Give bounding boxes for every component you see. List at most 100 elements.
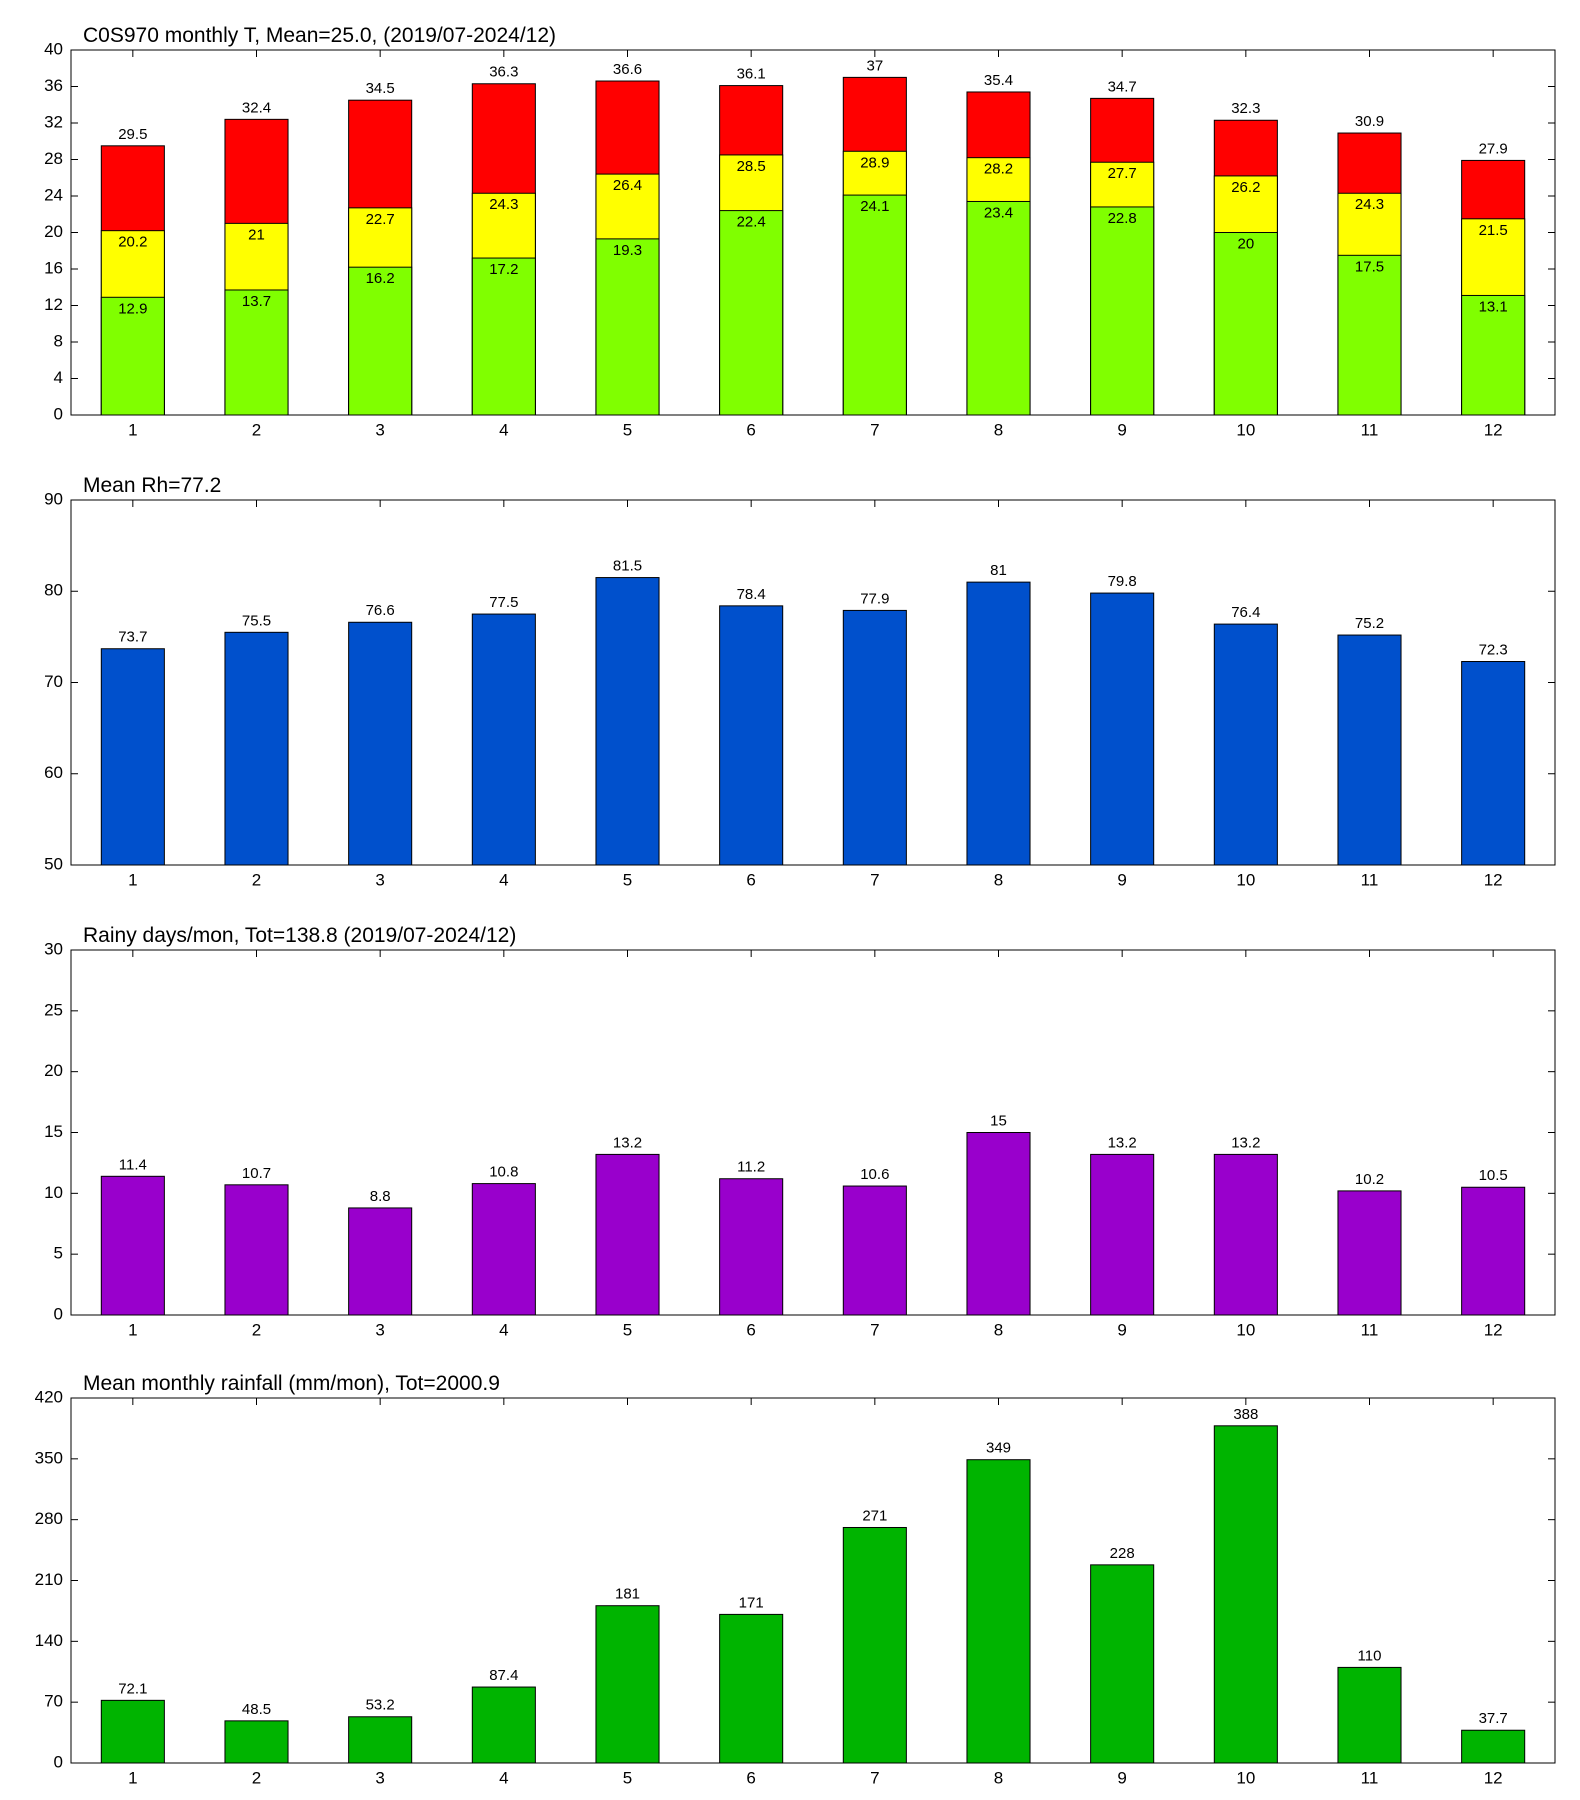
chart-title: Rainy days/mon, Tot=138.8 (2019/07-2024/… xyxy=(83,924,516,947)
y-tick-label: 280 xyxy=(35,1509,63,1528)
x-tick-label: 11 xyxy=(1361,1320,1379,1339)
value-label: 27.9 xyxy=(1479,140,1508,157)
bar xyxy=(224,631,289,866)
bar xyxy=(966,581,1031,866)
bar xyxy=(966,1132,1031,1316)
y-tick-label: 0 xyxy=(54,1304,63,1323)
x-tick-label: 10 xyxy=(1236,1320,1255,1339)
x-tick-label: 10 xyxy=(1236,1768,1255,1787)
x-tick-label: 12 xyxy=(1484,870,1503,889)
x-tick-label: 9 xyxy=(1117,870,1126,889)
bar xyxy=(1461,661,1526,866)
bar xyxy=(719,1613,784,1764)
value-label: 48.5 xyxy=(242,1701,271,1718)
bar xyxy=(842,1185,907,1316)
x-tick-label: 1 xyxy=(128,870,137,889)
value-label: 36.1 xyxy=(737,66,766,83)
value-label: 24.1 xyxy=(860,198,889,215)
x-tick-label: 4 xyxy=(499,870,508,889)
value-label: 29.5 xyxy=(118,126,147,143)
bar xyxy=(471,1183,536,1316)
value-label: 10.5 xyxy=(1479,1167,1508,1184)
value-label: 72.3 xyxy=(1479,641,1508,658)
bar xyxy=(224,1720,289,1764)
value-label: 36.6 xyxy=(613,61,642,78)
x-tick-label: 11 xyxy=(1361,870,1379,889)
value-label: 20 xyxy=(1237,235,1254,252)
x-tick-label: 10 xyxy=(1236,420,1255,439)
axes-frame xyxy=(70,49,1556,416)
value-label: 34.7 xyxy=(1108,78,1137,95)
y-tick-label: 40 xyxy=(44,39,63,58)
chart-title: Mean Rh=77.2 xyxy=(83,474,221,497)
bar xyxy=(1090,1564,1155,1764)
x-tick-label: 3 xyxy=(375,1320,384,1339)
y-tick-label: 420 xyxy=(35,1387,63,1406)
y-tick-label: 10 xyxy=(44,1183,63,1202)
y-tick-label: 50 xyxy=(44,854,63,873)
bar xyxy=(595,238,660,416)
bar xyxy=(842,609,907,866)
value-label: 75.5 xyxy=(242,612,271,629)
bar xyxy=(471,1686,536,1764)
value-label: 24.3 xyxy=(489,196,518,213)
value-label: 24.3 xyxy=(1355,196,1384,213)
x-tick-label: 2 xyxy=(252,870,261,889)
y-tick-label: 16 xyxy=(44,258,63,277)
value-label: 36.3 xyxy=(489,64,518,81)
x-tick-label: 8 xyxy=(994,1320,1003,1339)
bar xyxy=(595,577,660,866)
value-label: 73.7 xyxy=(118,629,147,646)
x-tick-label: 12 xyxy=(1484,420,1503,439)
value-label: 28.9 xyxy=(860,154,889,171)
bar xyxy=(595,1153,660,1316)
y-tick-label: 210 xyxy=(35,1570,63,1589)
x-tick-label: 6 xyxy=(746,1320,755,1339)
value-label: 10.2 xyxy=(1355,1171,1384,1188)
value-label: 11.2 xyxy=(737,1159,765,1176)
value-label: 78.4 xyxy=(737,586,766,603)
x-tick-label: 9 xyxy=(1117,1768,1126,1787)
y-tick-label: 12 xyxy=(44,295,63,314)
value-label: 76.6 xyxy=(366,602,395,619)
bar xyxy=(1213,1425,1278,1764)
value-label: 76.4 xyxy=(1231,604,1260,621)
bar xyxy=(1337,254,1402,416)
x-tick-label: 2 xyxy=(252,420,261,439)
y-tick-label: 20 xyxy=(44,1061,63,1080)
x-tick-label: 8 xyxy=(994,1768,1003,1787)
y-tick-label: 36 xyxy=(44,76,63,95)
x-tick-label: 6 xyxy=(746,1768,755,1787)
bar xyxy=(1213,623,1278,866)
bar xyxy=(348,266,413,416)
bar xyxy=(471,613,536,866)
y-tick-label: 70 xyxy=(44,1692,63,1711)
value-label: 10.7 xyxy=(242,1165,271,1182)
x-tick-label: 11 xyxy=(1361,1768,1379,1787)
y-tick-label: 20 xyxy=(44,222,63,241)
bar xyxy=(1461,1729,1526,1764)
value-label: 32.3 xyxy=(1231,100,1260,117)
value-label: 37 xyxy=(866,57,883,74)
value-label: 23.4 xyxy=(984,204,1013,221)
value-label: 27.7 xyxy=(1108,165,1137,182)
value-label: 28.5 xyxy=(737,158,766,175)
y-tick-label: 30 xyxy=(44,939,63,958)
value-label: 22.8 xyxy=(1108,210,1137,227)
bar xyxy=(224,1184,289,1316)
value-label: 77.5 xyxy=(489,594,518,611)
bar xyxy=(1213,232,1278,416)
bar xyxy=(348,1207,413,1316)
value-label: 13.1 xyxy=(1479,298,1508,315)
y-tick-label: 0 xyxy=(54,404,63,423)
y-tick-label: 25 xyxy=(44,1000,63,1019)
x-tick-label: 7 xyxy=(870,420,879,439)
value-label: 228 xyxy=(1110,1545,1135,1562)
x-tick-label: 5 xyxy=(623,1320,632,1339)
y-tick-label: 32 xyxy=(44,112,63,131)
chart-title: C0S970 monthly T, Mean=25.0, (2019/07-20… xyxy=(83,24,556,47)
y-tick-label: 60 xyxy=(44,763,63,782)
value-label: 16.2 xyxy=(366,270,395,287)
value-label: 22.4 xyxy=(737,214,766,231)
x-tick-label: 6 xyxy=(746,420,755,439)
